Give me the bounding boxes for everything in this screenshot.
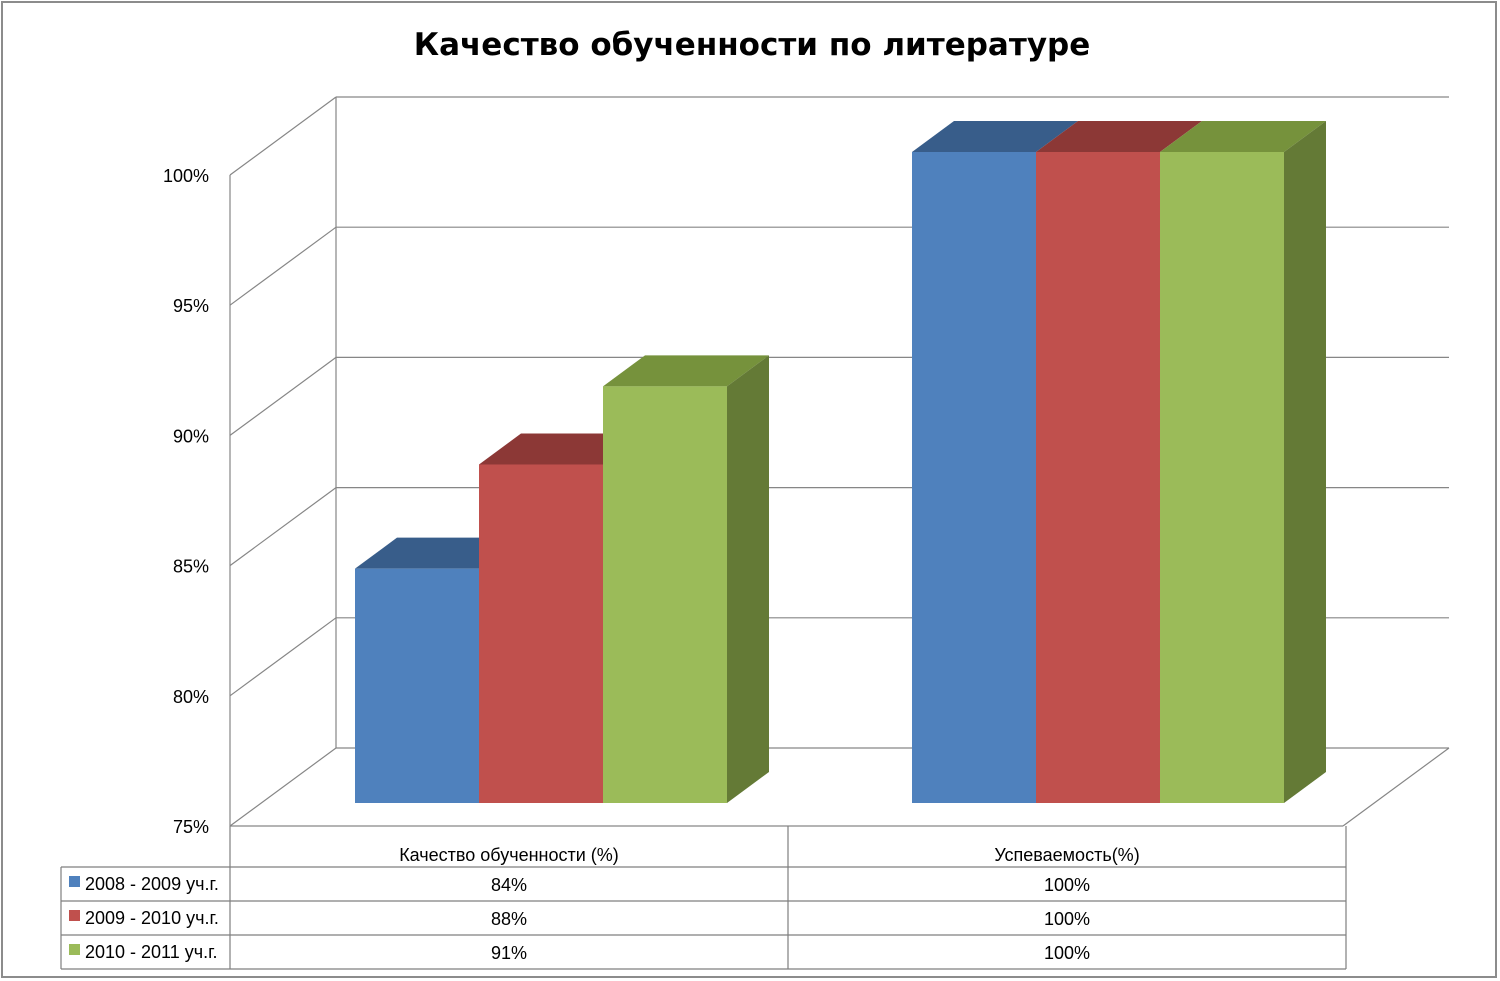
bar-top-1-0 <box>912 121 1078 152</box>
bar-front-1-1 <box>1036 152 1160 803</box>
side-gridline-3 <box>229 356 337 436</box>
table-value-0-1: 100% <box>1044 875 1090 895</box>
category-label-1: Успеваемость(%) <box>994 845 1139 865</box>
legend-key-1 <box>69 910 80 921</box>
bar-side-0-2 <box>727 355 769 803</box>
legend-key-2 <box>69 944 80 955</box>
side-gridline-0 <box>229 747 337 827</box>
bar-0-2 <box>603 355 769 803</box>
table-value-2-1: 100% <box>1044 943 1090 963</box>
side-gridline-5 <box>229 96 337 176</box>
table-value-1-0: 88% <box>491 909 527 929</box>
table-value-1-1: 100% <box>1044 909 1090 929</box>
legend-label-1: 2009 - 2010 уч.г. <box>85 908 219 928</box>
chart-title: Качество обученности по литературе <box>414 27 1091 63</box>
bar-top-1-1 <box>1036 121 1202 152</box>
bar-top-1-2 <box>1160 121 1326 152</box>
floor-right-edge <box>1342 747 1450 827</box>
bar-1-0 <box>912 121 1078 803</box>
side-gridline-4 <box>229 226 337 306</box>
bar-0-1 <box>479 433 645 803</box>
y-tick-label-5: 100% <box>163 166 209 186</box>
y-tick-label-2: 85% <box>173 557 209 577</box>
legend-key-0 <box>69 876 80 887</box>
table-value-2-0: 91% <box>491 943 527 963</box>
bar-front-0-1 <box>479 464 603 803</box>
table-value-0-0: 84% <box>491 875 527 895</box>
legend-label-2: 2010 - 2011 уч.г. <box>85 942 218 962</box>
y-tick-label-3: 90% <box>173 426 209 446</box>
bar-1-1 <box>1036 121 1202 803</box>
bar-side-1-2 <box>1284 121 1326 803</box>
bar-1-2 <box>1160 121 1326 803</box>
chart-svg: Качество обученности по литературе 75% 80… <box>60 27 1450 970</box>
side-gridline-1 <box>229 617 337 697</box>
bar-front-0-0 <box>355 568 479 803</box>
bar-top-0-2 <box>603 355 769 387</box>
legend-label-0: 2008 - 2009 уч.г. <box>85 874 219 894</box>
y-axis: 75% 80% 85% 90% 95% 100% <box>163 166 209 837</box>
bar-front-1-2 <box>1160 152 1284 803</box>
y-tick-label-0: 75% <box>173 817 209 837</box>
bar-front-0-2 <box>603 386 727 803</box>
bar-front-1-0 <box>912 152 1036 803</box>
data-table: Качество обученности (%) Успеваемость(%) 2… <box>60 826 1347 970</box>
bars <box>355 121 1326 803</box>
y-tick-label-4: 95% <box>173 296 209 316</box>
y-tick-label-1: 80% <box>173 687 209 707</box>
side-gridline-2 <box>229 487 337 567</box>
category-label-0: Качество обученности (%) <box>399 845 619 865</box>
